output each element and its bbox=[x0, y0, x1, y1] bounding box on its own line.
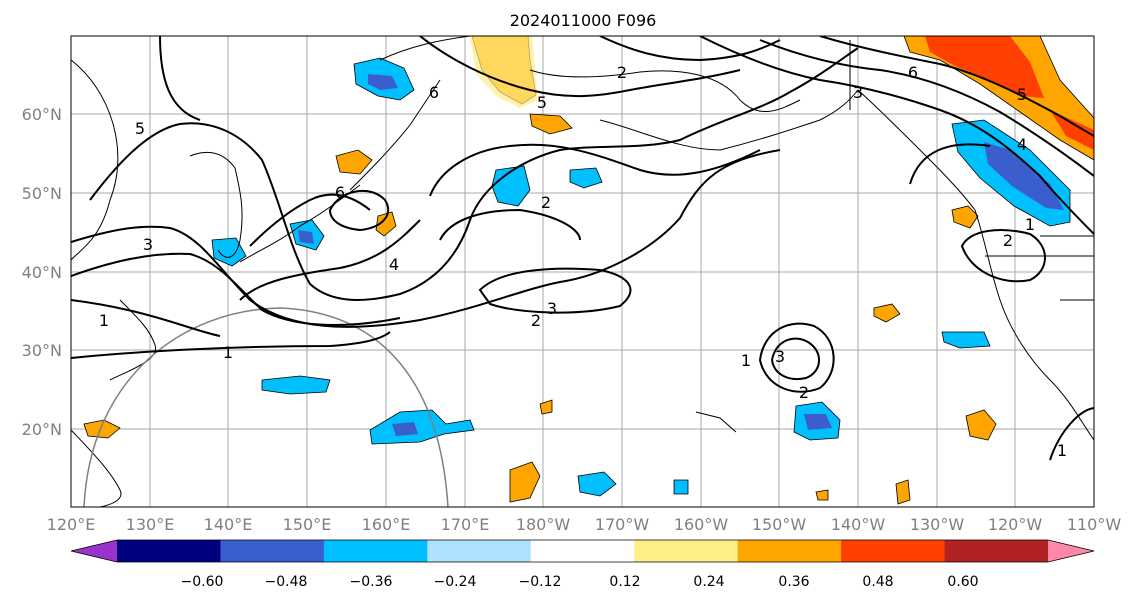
lat-label: 40°N bbox=[22, 263, 62, 282]
contour-label: 6 bbox=[908, 63, 918, 82]
lat-label: 20°N bbox=[22, 420, 62, 439]
colorbar-tick-label: 0.48 bbox=[862, 574, 893, 590]
lon-label: 170°W bbox=[595, 515, 650, 534]
contour-label: 5 bbox=[537, 93, 547, 112]
latitude-labels: 60°N 50°N 40°N 30°N 20°N bbox=[22, 105, 62, 439]
colorbar-tick-label: 0.36 bbox=[778, 574, 809, 590]
lon-label: 160°E bbox=[362, 515, 411, 534]
lon-label: 150°E bbox=[283, 515, 332, 534]
contour-label: 1 bbox=[741, 351, 751, 370]
colorbar-segment bbox=[427, 540, 532, 562]
lon-label: 170°E bbox=[441, 515, 490, 534]
contour-label: 1 bbox=[223, 343, 233, 362]
shaded-fields bbox=[83, 36, 1094, 505]
longitude-labels: 120°E 130°E 140°E 150°E 160°E 170°E 180°… bbox=[47, 515, 1122, 534]
colorbar-segment bbox=[634, 540, 739, 562]
colorbar-tick-label: 0.24 bbox=[693, 574, 724, 590]
contour-label: 1 bbox=[1025, 215, 1035, 234]
contour-label: 6 bbox=[429, 83, 439, 102]
colorbar-segment bbox=[841, 540, 946, 562]
lon-label: 150°W bbox=[752, 515, 807, 534]
colorbar-segment bbox=[220, 540, 325, 562]
colorbar-tick-label: −0.24 bbox=[434, 574, 477, 590]
contour-label: 3 bbox=[143, 235, 153, 254]
contour-labels: 5 6 2 6 3 5 6 2 3 4 5 4 1 2 3 2 1 1 3 2 bbox=[99, 63, 1067, 460]
contour-label: 2 bbox=[799, 383, 809, 402]
height-contours bbox=[71, 36, 1094, 461]
map-panel: 5 6 2 6 3 5 6 2 3 4 5 4 1 2 3 2 1 1 3 2 bbox=[70, 35, 1095, 508]
colorbar-tick-label: −0.48 bbox=[265, 574, 308, 590]
contour-label: 5 bbox=[135, 119, 145, 138]
colorbar-tick-labels: −0.60 −0.48 −0.36 −0.24 −0.12 0.12 0.24 … bbox=[181, 574, 979, 590]
lon-label: 130°E bbox=[126, 515, 175, 534]
contour-label: 2 bbox=[531, 311, 541, 330]
lon-label: 140°E bbox=[204, 515, 253, 534]
lon-label: 110°W bbox=[1067, 515, 1122, 534]
contour-label: 5 bbox=[1017, 85, 1027, 104]
colorbar-tick-label: −0.12 bbox=[519, 574, 562, 590]
colorbar bbox=[70, 539, 1095, 563]
lat-label: 30°N bbox=[22, 341, 62, 360]
contour-label: 2 bbox=[541, 193, 551, 212]
range-circle bbox=[83, 307, 449, 507]
contour-label: 3 bbox=[853, 83, 863, 102]
colorbar-segment bbox=[944, 540, 1049, 562]
colorbar-tick-label: 0.60 bbox=[947, 574, 978, 590]
lon-label: 140°W bbox=[831, 515, 886, 534]
lon-label: 180°W bbox=[516, 515, 571, 534]
map-title: 2024011000 F096 bbox=[510, 11, 657, 30]
lon-label: 160°W bbox=[674, 515, 729, 534]
colorbar-segment bbox=[737, 540, 842, 562]
lon-label: 130°W bbox=[910, 515, 965, 534]
colorbar-tick-label: 0.12 bbox=[609, 574, 640, 590]
colorbar-segment bbox=[117, 540, 221, 562]
contour-label: 3 bbox=[547, 299, 557, 318]
lon-label: 120°W bbox=[988, 515, 1043, 534]
lat-label: 60°N bbox=[22, 105, 62, 124]
contour-label: 4 bbox=[1017, 135, 1027, 154]
colorbar-extend-max bbox=[1048, 540, 1094, 562]
colorbar-segment bbox=[323, 540, 428, 562]
contour-label: 3 bbox=[775, 347, 785, 366]
colorbar-segment bbox=[530, 540, 635, 562]
lat-label: 50°N bbox=[22, 184, 62, 203]
contour-label: 6 bbox=[335, 183, 345, 202]
contour-label: 2 bbox=[1003, 231, 1013, 250]
lon-label: 120°E bbox=[47, 515, 96, 534]
contour-label: 1 bbox=[99, 311, 109, 330]
graticule bbox=[71, 36, 1094, 507]
coastlines bbox=[71, 36, 1094, 507]
contour-label: 2 bbox=[617, 63, 627, 82]
contour-label: 1 bbox=[1057, 441, 1067, 460]
colorbar-outline bbox=[70, 539, 1095, 563]
contour-label: 4 bbox=[389, 255, 399, 274]
colorbar-tick-label: −0.60 bbox=[181, 574, 224, 590]
colorbar-tick-label: −0.36 bbox=[350, 574, 393, 590]
colorbar-extend-min bbox=[71, 540, 117, 562]
map-frame bbox=[70, 35, 1095, 508]
